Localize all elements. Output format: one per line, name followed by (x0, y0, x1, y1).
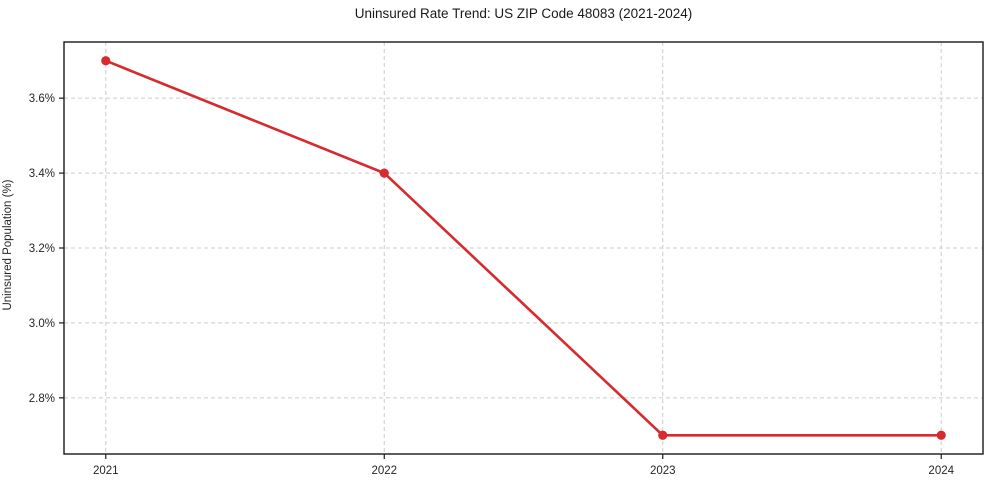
x-tick-label: 2023 (650, 465, 676, 477)
x-tick-label: 2024 (928, 465, 954, 477)
plot-border (63, 41, 984, 455)
data-point (379, 168, 389, 178)
data-point (936, 430, 946, 440)
x-tick-label: 2021 (93, 465, 119, 477)
data-point (101, 56, 111, 66)
x-tick-label: 2022 (371, 465, 397, 477)
y-tick-label: 3.2% (29, 243, 55, 255)
y-tick-label: 2.8% (29, 393, 55, 405)
y-tick-label: 3.6% (29, 93, 55, 105)
chart-title: Uninsured Rate Trend: US ZIP Code 48083 … (354, 6, 693, 21)
data-point (658, 430, 668, 440)
data-line (104, 59, 943, 437)
y-tick-label: 3.4% (29, 168, 55, 180)
y-tick-label: 3.0% (29, 318, 55, 330)
